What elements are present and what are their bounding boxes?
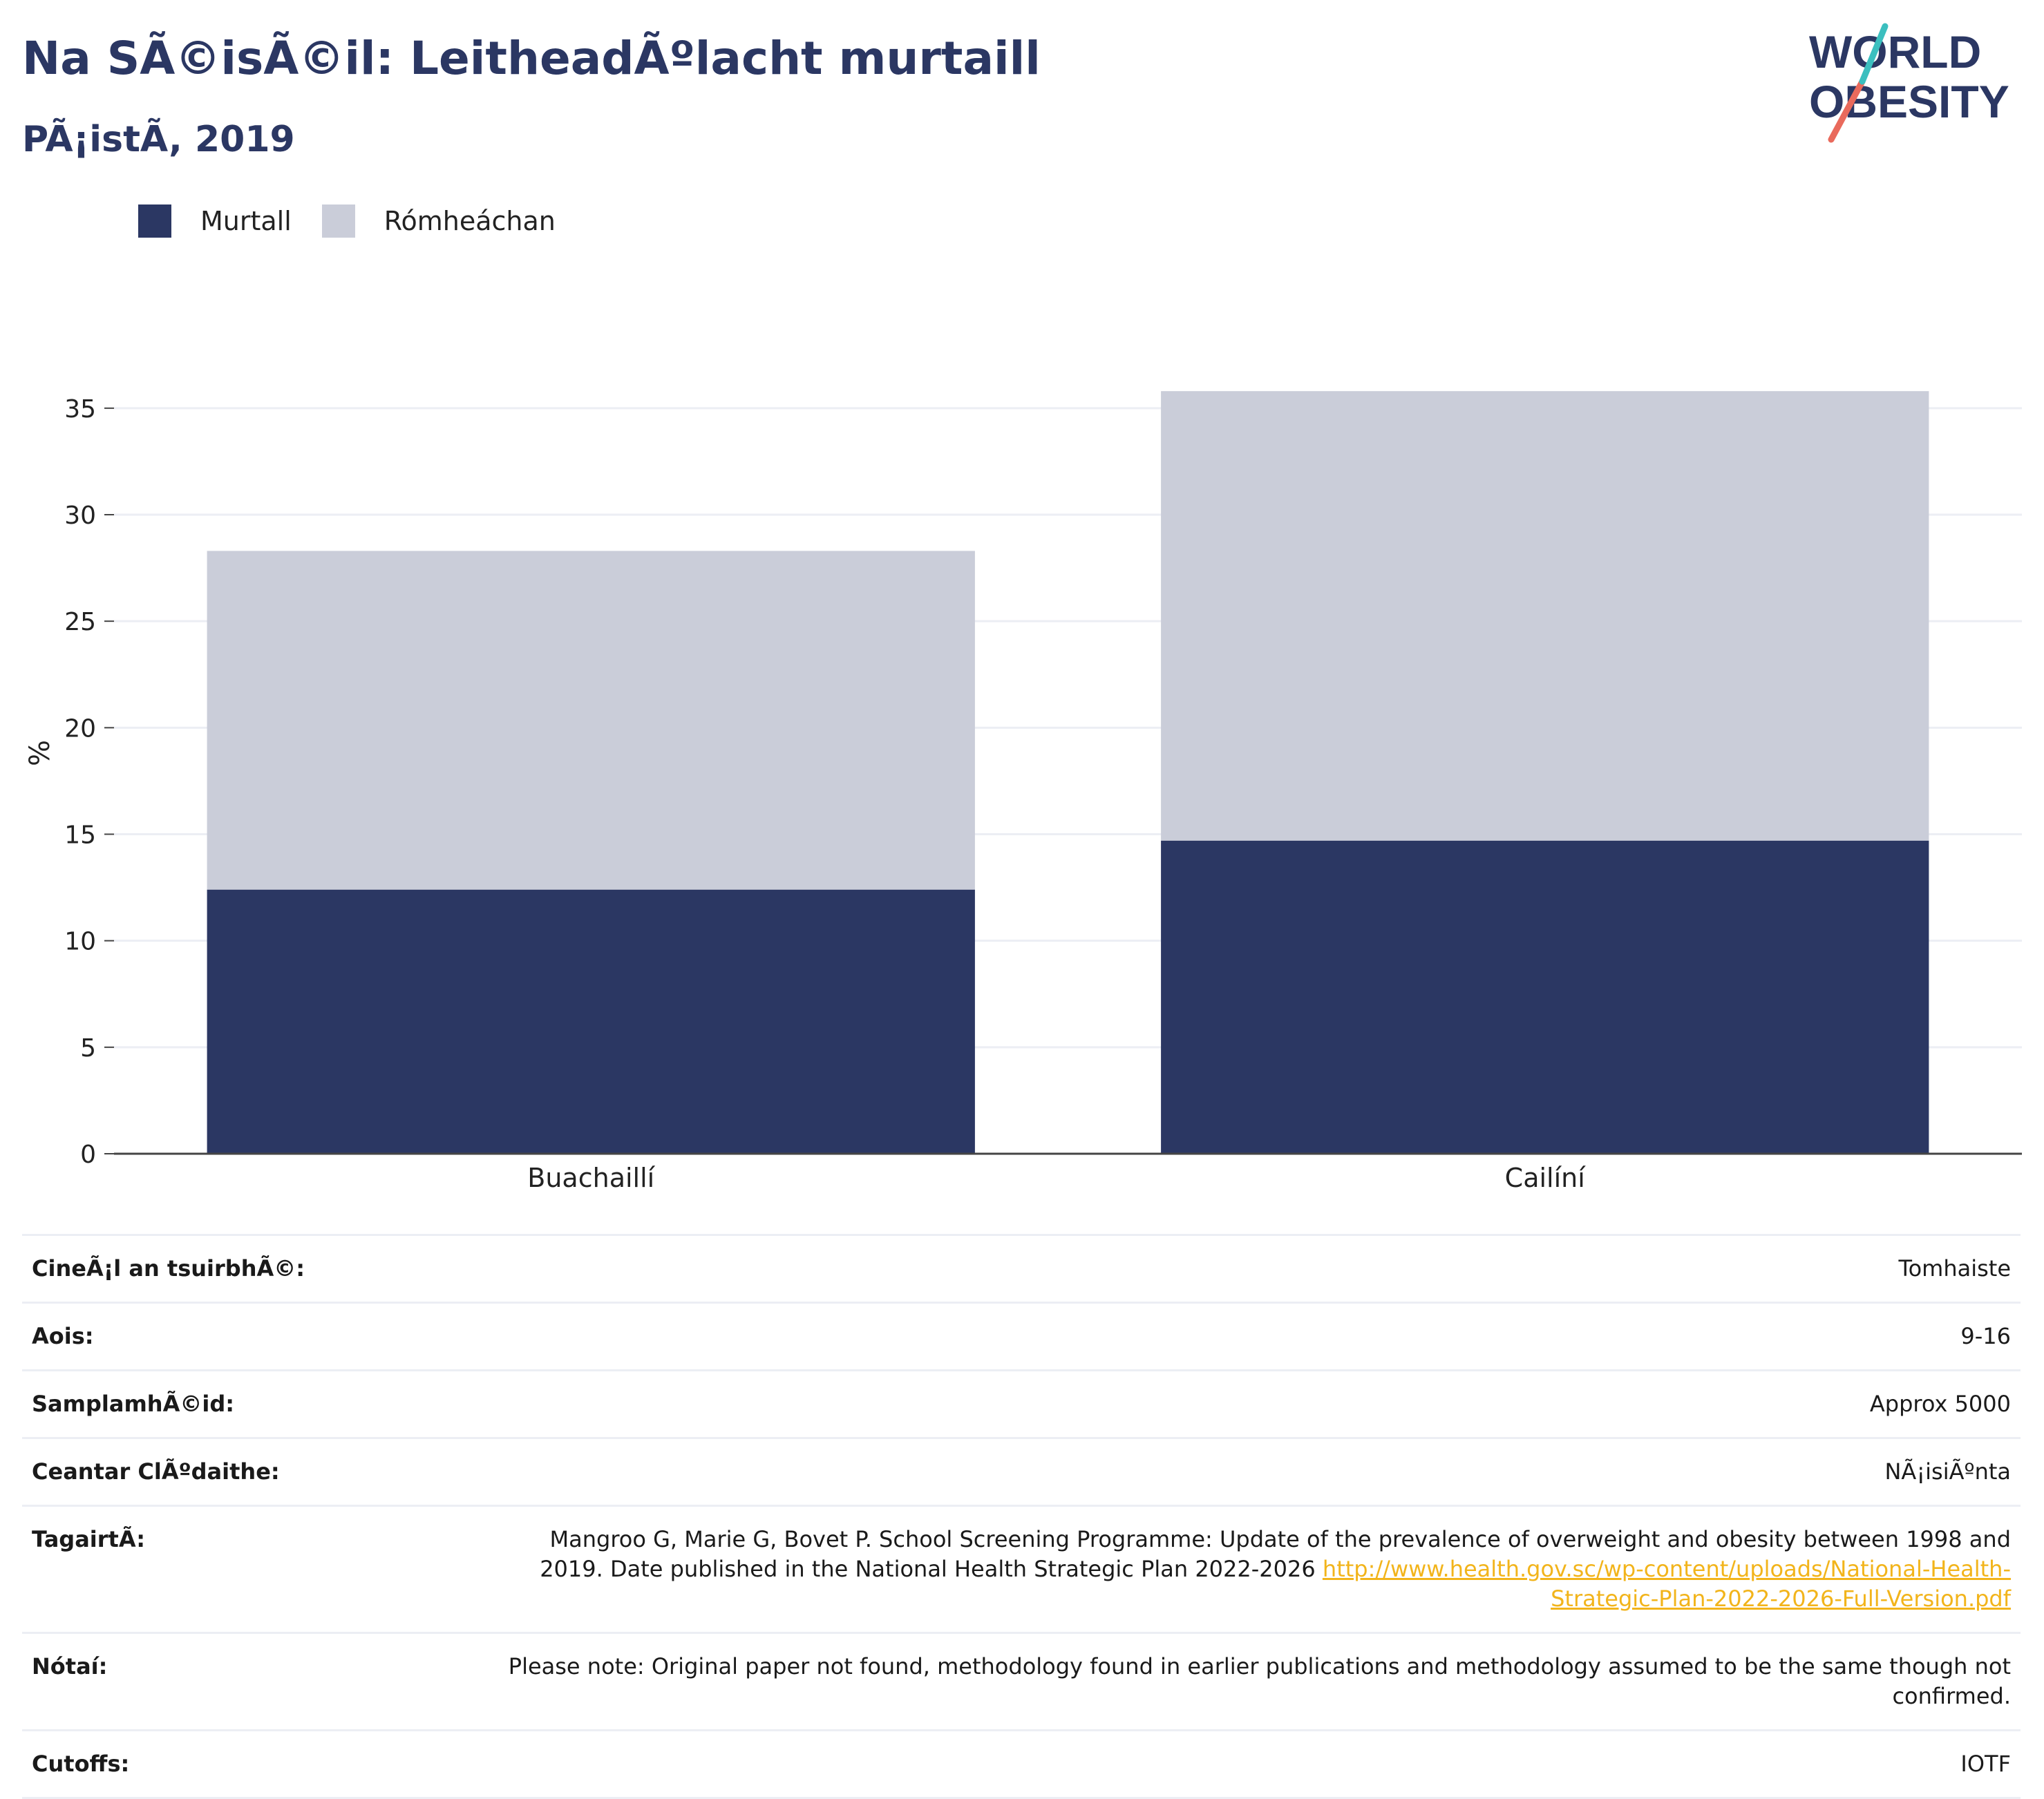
bar-obesity (207, 889, 975, 1154)
legend-swatch-obesity (138, 204, 171, 238)
info-key: Aois: (32, 1323, 94, 1349)
info-row-survey-type: CineÃ¡l an tsuirbhÃ©: Tomhaiste (22, 1235, 2021, 1303)
info-row-cutoffs: Cutoffs: IOTF (22, 1730, 2021, 1798)
y-axis-title: % (24, 739, 56, 767)
bar-overweight (207, 551, 975, 890)
x-tick-label: Buachaillí (527, 1163, 655, 1193)
info-row-reference: TagairtÃ: Mangroo G, Marie G, Bovet P. S… (22, 1505, 2021, 1633)
info-value: 9-16 (1960, 1323, 2011, 1349)
info-row-area-covered: Ceantar ClÃºdaithe: NÃ¡isiÃºnta (22, 1438, 2021, 1506)
legend-item-overweight: Rómheáchan (321, 204, 556, 238)
info-row-sample-size: SamplamhÃ©id: Approx 5000 (22, 1370, 2021, 1438)
y-tick-label: 10 (64, 928, 96, 956)
y-tick-label: 15 (64, 821, 96, 850)
y-tick-label: 5 (80, 1034, 96, 1063)
survey-info-table: CineÃ¡l an tsuirbhÃ©: Tomhaiste Aois: 9-… (22, 1234, 2021, 1799)
reference-text: Mangroo G, Marie G, Bovet P. School Scre… (540, 1526, 2011, 1582)
chart-legend: Murtall Rómheáchan (138, 204, 556, 238)
info-value: Please note: Original paper not found, m… (508, 1653, 2011, 1709)
legend-item-obesity: Murtall (138, 204, 292, 238)
world-obesity-logo: WORLD OBESITY (1804, 21, 2032, 145)
info-value: IOTF (1960, 1751, 2011, 1777)
info-value: NÃ¡isiÃºnta (1884, 1458, 2011, 1485)
info-key: Nótaí: (32, 1653, 108, 1679)
legend-swatch-overweight (321, 204, 355, 238)
info-row-age: Aois: 9-16 (22, 1302, 2021, 1371)
legend-label-overweight: Rómheáchan (384, 206, 556, 236)
stacked-bar-chart: 0 5 10 15 20 25 30 35 Buachaillí Cailíní (64, 391, 2022, 1193)
y-tick-label: 25 (64, 608, 96, 636)
bar-obesity (1161, 840, 1929, 1154)
info-key: SamplamhÃ©id: (32, 1391, 235, 1417)
info-key: CineÃ¡l an tsuirbhÃ©: (32, 1255, 305, 1282)
chart-title: Na SÃ©isÃ©il: LeitheadÃºlacht murtaill (22, 32, 1041, 85)
info-key: Ceantar ClÃºdaithe: (32, 1458, 280, 1485)
info-key: TagairtÃ: (32, 1526, 145, 1552)
info-value: Tomhaiste (1898, 1255, 2011, 1282)
legend-label-obesity: Murtall (200, 206, 292, 236)
info-key: Cutoffs: (32, 1751, 130, 1777)
y-tick-label: 0 (80, 1141, 96, 1169)
bar-overweight (1161, 391, 1929, 841)
reference-link[interactable]: http://www.health.gov.sc/wp-content/uplo… (1322, 1556, 2011, 1612)
chart-subtitle: PÃ¡istÃ, 2019 (22, 119, 295, 160)
y-tick-label: 35 (64, 395, 96, 423)
info-value: Mangroo G, Marie G, Bovet P. School Scre… (470, 1506, 2021, 1633)
info-row-notes: Nótaí: Please note: Original paper not f… (22, 1633, 2021, 1731)
info-value: Approx 5000 (1869, 1391, 2011, 1417)
svg-text:WORLD: WORLD (1809, 26, 1981, 77)
x-tick-label: Cailíní (1505, 1163, 1587, 1193)
y-tick-label: 30 (64, 502, 96, 530)
y-tick-label: 20 (64, 714, 96, 743)
